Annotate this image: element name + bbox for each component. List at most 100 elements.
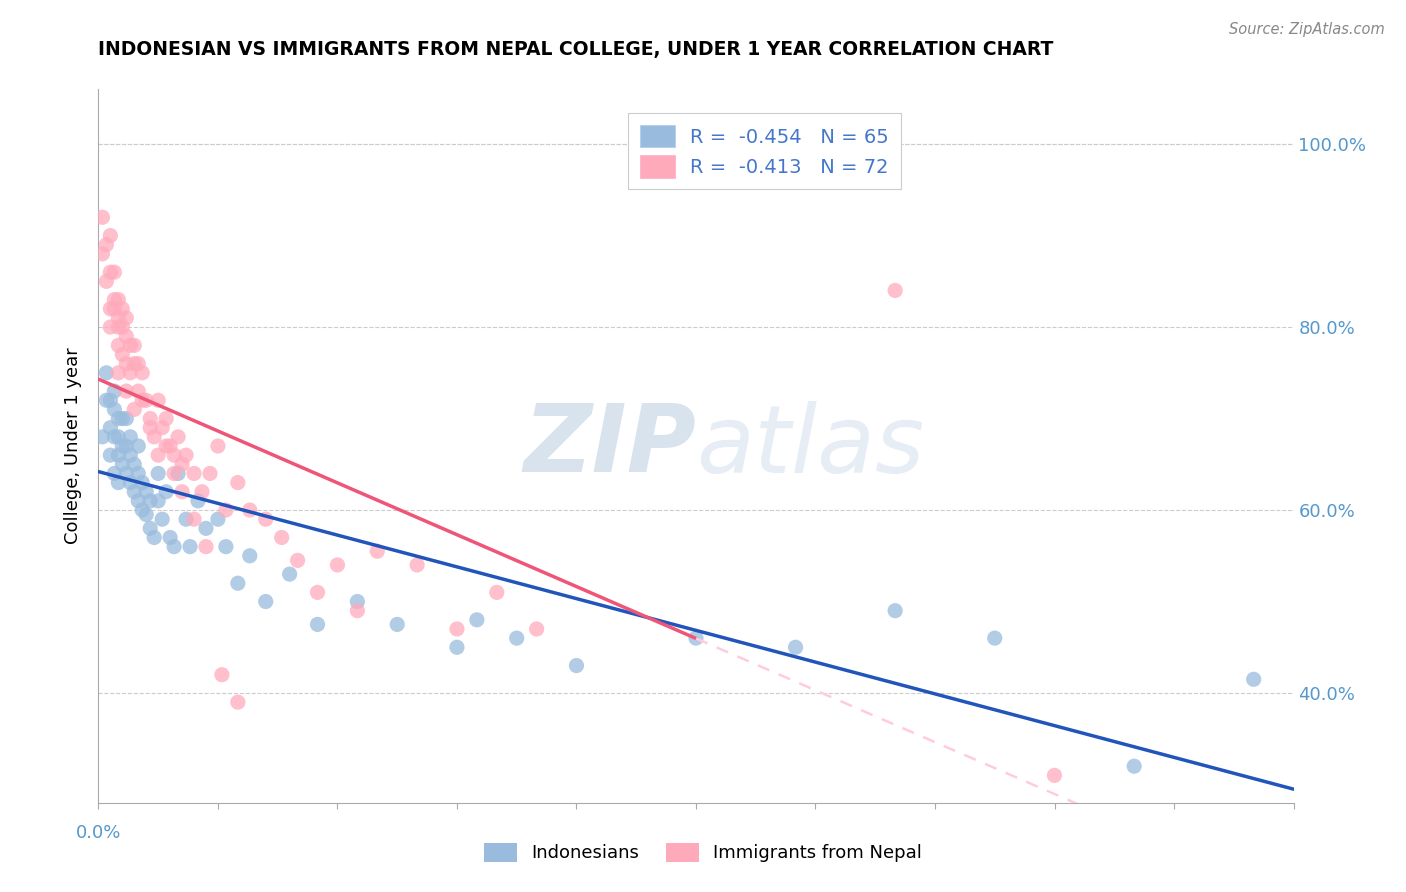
Point (135, 508, 157, 522)
Point (107, 411, 129, 425)
Point (155, 411, 177, 425)
Point (103, 293, 125, 307)
Point (131, 393, 153, 408)
Point (124, 338, 146, 352)
Point (1243, 673, 1265, 687)
Point (143, 531, 166, 545)
Point (103, 384, 125, 398)
Point (211, 667, 233, 681)
Text: INDONESIAN VS IMMIGRANTS FROM NEPAL COLLEGE, UNDER 1 YEAR CORRELATION CHART: INDONESIAN VS IMMIGRANTS FROM NEPAL COLL… (98, 40, 1053, 59)
Point (163, 448, 186, 462)
Text: ZIP: ZIP (523, 400, 696, 492)
Point (111, 301, 134, 316)
Point (111, 458, 134, 472)
Point (115, 439, 138, 453)
Point (124, 484, 146, 499)
Point (198, 467, 221, 481)
Point (111, 347, 134, 361)
Point (127, 467, 149, 481)
Point (179, 540, 201, 554)
Point (96, 366, 118, 380)
Point (195, 521, 218, 535)
Point (103, 265, 125, 279)
Point (278, 567, 301, 582)
Point (884, 284, 907, 298)
Point (226, 475, 249, 490)
Point (96, 393, 118, 408)
Y-axis label: College, Under 1 year: College, Under 1 year (65, 348, 83, 544)
Point (307, 617, 329, 632)
Point (91, 430, 114, 444)
Point (111, 439, 134, 453)
Point (124, 458, 146, 472)
Point (120, 366, 142, 380)
Point (465, 613, 488, 627)
Point (115, 411, 138, 425)
Point (131, 503, 153, 517)
Point (148, 448, 170, 462)
Point (107, 366, 129, 380)
Point (385, 617, 409, 632)
Point (91, 211, 114, 225)
Point (172, 484, 194, 499)
Point (100, 301, 122, 316)
Point (226, 695, 249, 709)
Point (215, 503, 238, 517)
Point (163, 467, 186, 481)
Legend: R =  -0.454   N = 65, R =  -0.413   N = 72: R = -0.454 N = 65, R = -0.413 N = 72 (628, 113, 901, 189)
Point (111, 411, 134, 425)
Point (1043, 768, 1066, 782)
Point (143, 430, 166, 444)
Point (446, 640, 468, 655)
Point (115, 329, 138, 343)
Point (124, 402, 146, 417)
Point (155, 484, 177, 499)
Point (884, 604, 907, 618)
Point (100, 265, 122, 279)
Point (139, 420, 162, 434)
Point (485, 585, 508, 599)
Point (96, 237, 118, 252)
Point (139, 521, 162, 535)
Point (155, 439, 177, 453)
Point (406, 558, 429, 572)
Point (115, 357, 138, 371)
Point (103, 301, 125, 316)
Point (226, 576, 249, 591)
Point (107, 430, 129, 444)
Point (174, 512, 197, 526)
Point (107, 310, 129, 325)
Legend: Indonesians, Immigrants from Nepal: Indonesians, Immigrants from Nepal (477, 836, 929, 870)
Point (100, 228, 122, 243)
Text: Source: ZipAtlas.com: Source: ZipAtlas.com (1229, 22, 1385, 37)
Point (115, 384, 138, 398)
Point (111, 320, 134, 334)
Point (107, 320, 129, 334)
Point (107, 338, 129, 352)
Point (148, 467, 170, 481)
Point (239, 549, 262, 563)
Point (131, 366, 153, 380)
Point (120, 475, 142, 490)
Point (207, 439, 229, 453)
Point (187, 494, 209, 508)
Point (167, 430, 190, 444)
Point (139, 411, 162, 425)
Point (135, 484, 157, 499)
Point (127, 439, 149, 453)
Point (984, 631, 1007, 645)
Point (215, 540, 238, 554)
Point (446, 622, 468, 636)
Point (120, 430, 142, 444)
Point (254, 512, 277, 526)
Point (100, 448, 122, 462)
Point (167, 467, 190, 481)
Point (239, 503, 262, 517)
Point (326, 558, 349, 572)
Point (150, 420, 173, 434)
Point (526, 622, 548, 636)
Point (366, 544, 388, 558)
Point (131, 475, 153, 490)
Point (127, 384, 149, 398)
Point (148, 494, 170, 508)
